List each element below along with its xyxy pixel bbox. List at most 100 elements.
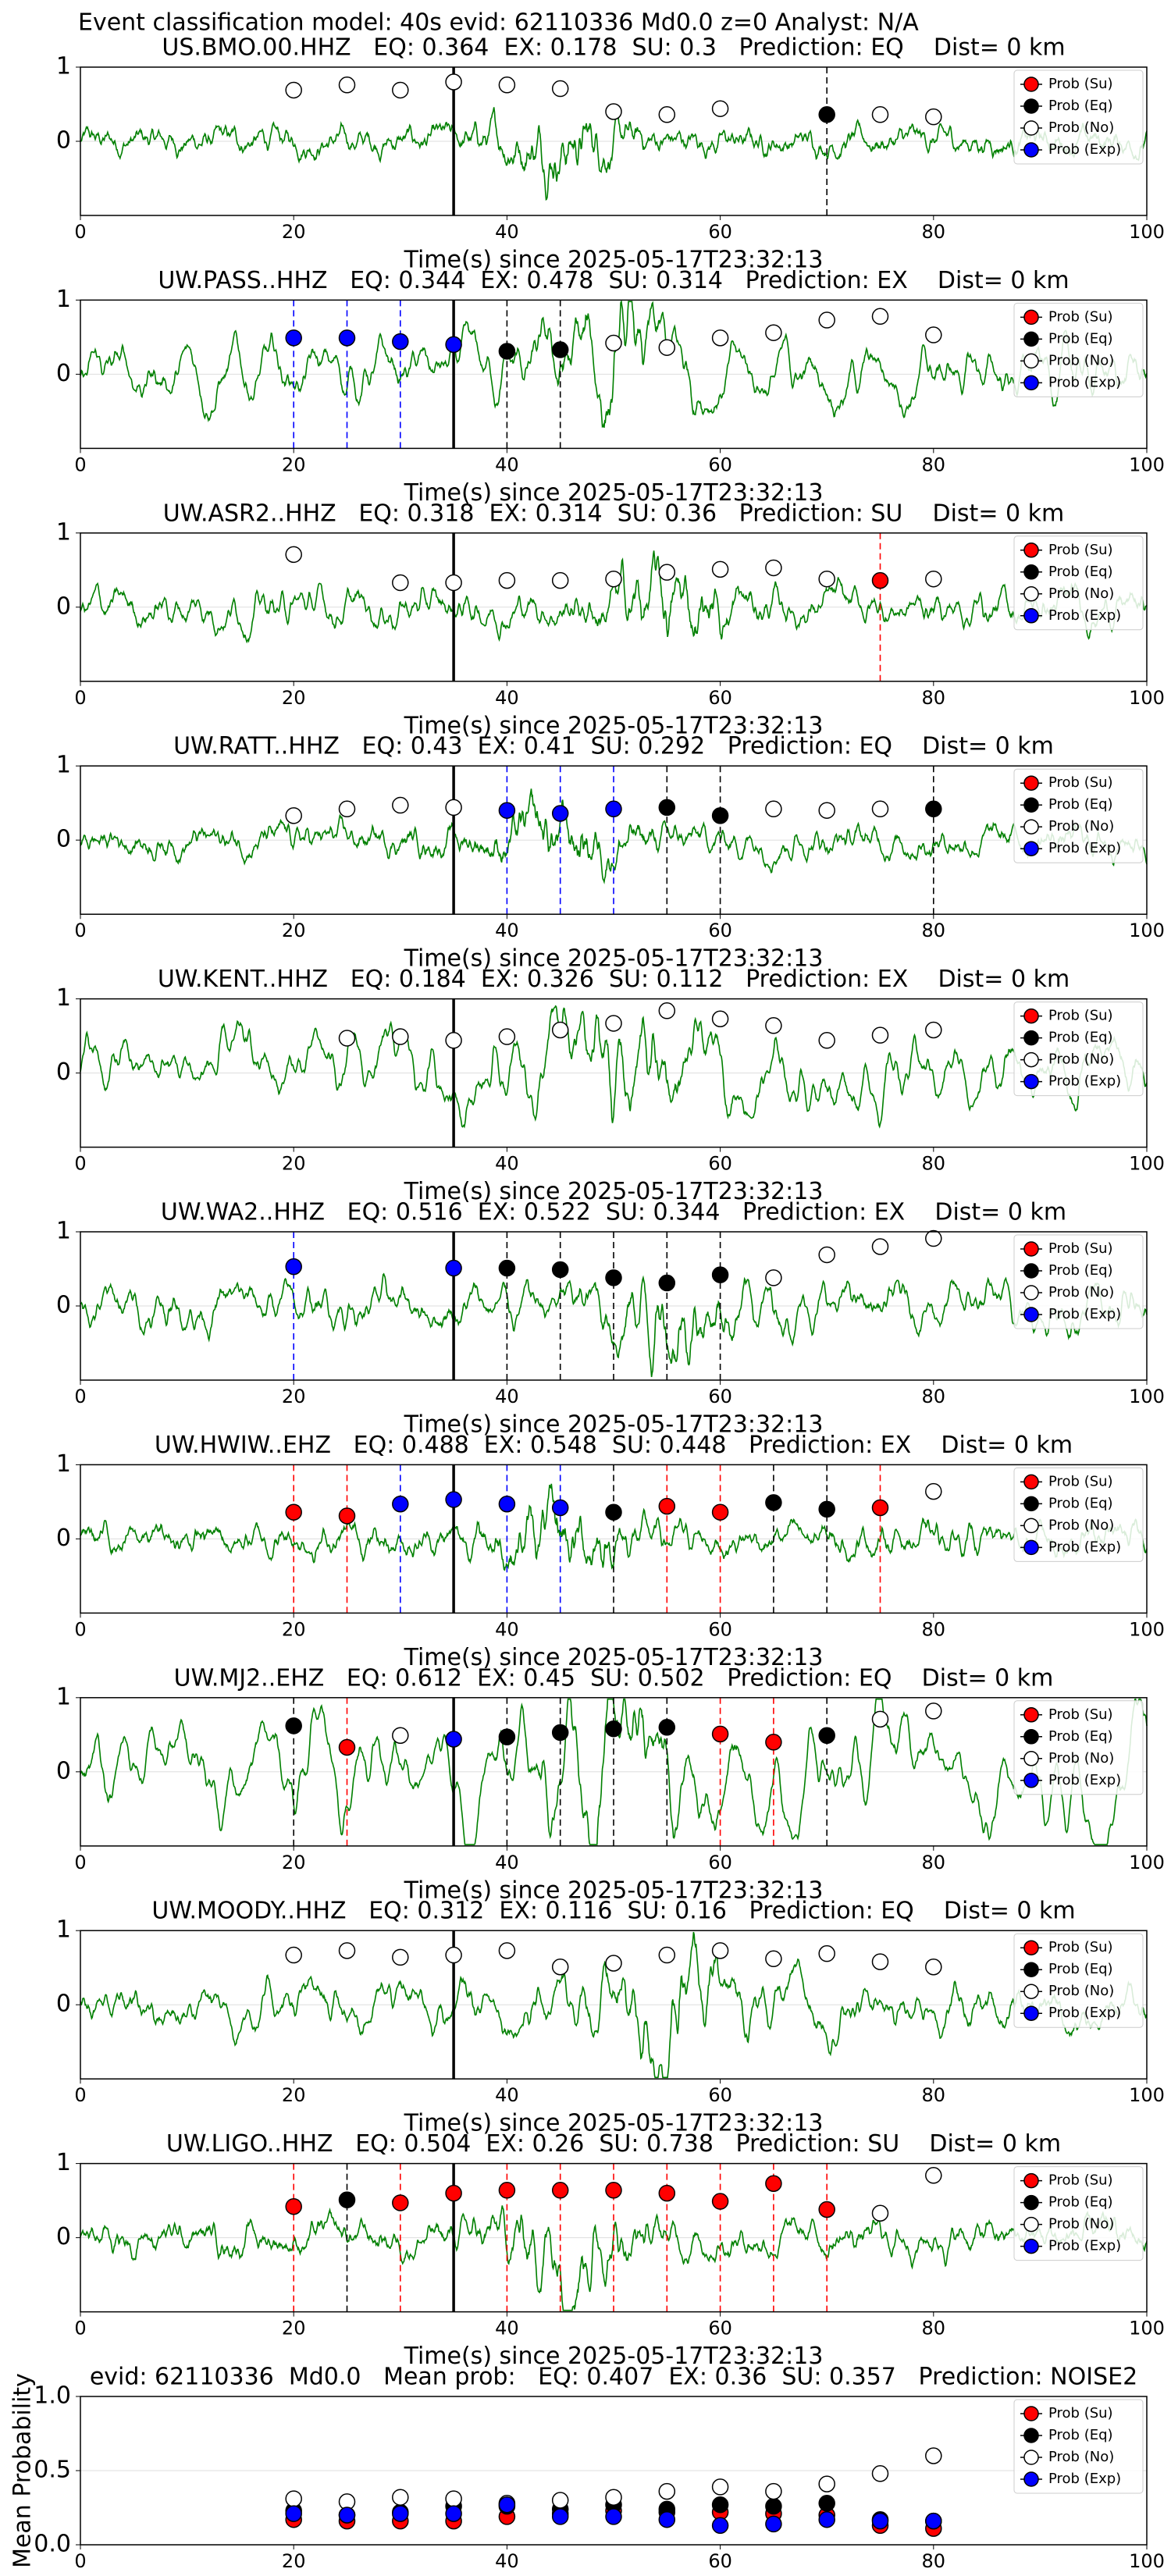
point: [338, 1030, 356, 1047]
legend-box: [1013, 1467, 1144, 1562]
legend-marker: [1023, 375, 1039, 391]
x-tick-label: 80: [922, 2318, 946, 2339]
legend-label: Prob (Eq): [1048, 796, 1113, 813]
axes-frame: [80, 998, 1148, 1148]
x-tick-label: 40: [495, 221, 519, 243]
legend-marker: [1023, 1729, 1039, 1745]
legend-label: Prob (Exp): [1048, 2005, 1121, 2021]
legend-marker: [1023, 1263, 1039, 1279]
point: [658, 2184, 676, 2202]
point: [498, 571, 516, 589]
point: [711, 807, 729, 824]
legend-label: Prob (Su): [1048, 76, 1113, 92]
x-axis-label: Time(s) since 2025-05-17T23:32:13: [404, 2110, 824, 2137]
x-tick-label: 100: [1129, 454, 1165, 475]
y-tick-label: 0.0: [34, 2531, 71, 2558]
legend-label: Prob (Exp): [1048, 1306, 1121, 1322]
chart-title: UW.KENT..HHZ EQ: 0.184 EX: 0.326 SU: 0.1…: [158, 966, 1070, 993]
point: [392, 2194, 409, 2211]
x-tick-label: 40: [495, 920, 519, 941]
legend-label: Prob (No): [1048, 585, 1114, 602]
y-tick-label: 0: [56, 1757, 71, 1784]
point: [818, 2510, 835, 2528]
x-tick-label: 40: [495, 1386, 519, 1407]
point: [711, 560, 729, 578]
legend-label: Prob (Su): [1048, 1008, 1113, 1024]
x-axis-label: Time(s) since 2025-05-17T23:32:13: [404, 1877, 824, 1904]
legend-marker: [1023, 2172, 1039, 2189]
point: [818, 1032, 835, 1049]
point: [445, 2184, 462, 2202]
legend-box: [1013, 2166, 1144, 2261]
legend-marker: [1023, 1940, 1039, 1955]
legend-label: Prob (No): [1048, 818, 1114, 834]
point: [765, 2175, 782, 2192]
point: [711, 1010, 729, 1027]
legend-box: [1013, 535, 1144, 631]
point: [658, 106, 676, 123]
axes-frame: [80, 2162, 1148, 2313]
legend-marker: [1023, 1030, 1039, 1046]
legend-label: Prob (Su): [1048, 2172, 1113, 2189]
x-tick-label: 80: [922, 454, 946, 475]
point: [765, 1734, 782, 1751]
legend-label: Prob (Exp): [1048, 840, 1121, 856]
x-tick-label: 60: [708, 687, 732, 709]
legend-box: [1013, 1002, 1144, 1097]
y-tick-label: 0: [56, 592, 71, 620]
point: [765, 800, 782, 818]
x-tick-label: 40: [495, 1153, 519, 1175]
point: [498, 1496, 516, 1513]
point: [925, 2447, 942, 2464]
point: [605, 334, 622, 352]
x-tick-label: 40: [495, 454, 519, 475]
point: [551, 2492, 569, 2509]
point: [711, 2496, 729, 2514]
waveform: [80, 299, 1148, 428]
point: [871, 571, 889, 589]
legend-box: [1013, 1700, 1144, 1795]
point: [392, 333, 409, 350]
x-tick-label: 20: [282, 920, 306, 941]
point: [392, 2489, 409, 2506]
point: [605, 1503, 622, 1521]
point: [871, 1499, 889, 1517]
x-axis-label: Time(s) since 2025-05-17T23:32:13: [404, 1644, 824, 1671]
point: [925, 108, 942, 126]
legend-marker: [1023, 2194, 1039, 2211]
point: [925, 1482, 942, 1500]
point: [498, 1942, 516, 1959]
point: [765, 2515, 782, 2533]
x-axis-label: Time(s) since 2025-05-17T23:32:13: [404, 1411, 824, 1439]
legend-marker: [1023, 2450, 1039, 2465]
point: [551, 1021, 569, 1039]
point: [658, 564, 676, 581]
legend-label: Prob (Su): [1048, 1939, 1113, 1955]
point: [551, 1261, 569, 1279]
point: [285, 1946, 302, 1964]
waveform: [80, 788, 1148, 884]
legend-box: [1013, 1933, 1144, 2028]
point: [605, 2508, 622, 2525]
point: [338, 1942, 356, 1959]
point: [285, 1503, 302, 1521]
legend-marker: [1023, 142, 1039, 158]
y-tick-label: 0: [56, 1525, 71, 1552]
legend-marker: [1023, 819, 1039, 834]
y-tick-label: 1.0: [34, 2382, 71, 2410]
x-tick-label: 20: [282, 2550, 306, 2572]
axes-frame: [80, 532, 1148, 682]
point: [445, 574, 462, 592]
legend-marker: [1023, 331, 1039, 347]
point: [285, 81, 302, 99]
x-tick-label: 0: [74, 1153, 86, 1175]
legend-label: Prob (Su): [1048, 308, 1113, 325]
legend-marker: [1023, 2428, 1039, 2443]
legend-marker: [1023, 775, 1039, 791]
chart-title: evid: 62110336 Md0.0 Mean prob: EQ: 0.40…: [90, 2364, 1137, 2391]
legend-marker: [1023, 98, 1039, 114]
point: [871, 1026, 889, 1044]
point: [871, 1953, 889, 1970]
point: [765, 324, 782, 341]
point: [658, 339, 676, 356]
